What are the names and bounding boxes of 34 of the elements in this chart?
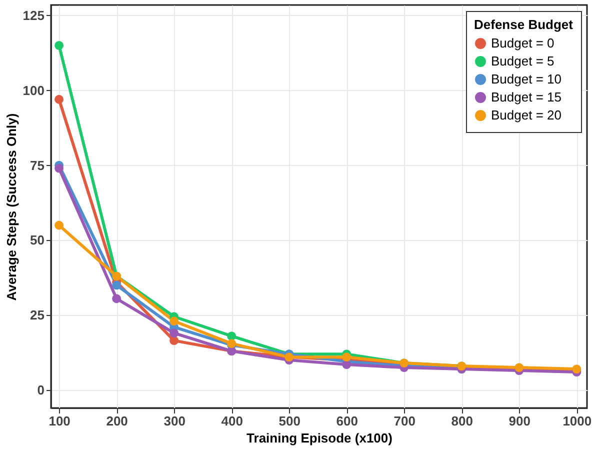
x-tick-label: 600: [336, 414, 358, 428]
y-tick-label: 125: [22, 8, 44, 23]
legend-title: Defense Budget: [474, 17, 574, 32]
legend-label: Budget = 5: [491, 54, 554, 68]
point: [112, 280, 122, 290]
x-tick-label: 300: [164, 414, 186, 428]
y-tick-label: 0: [37, 382, 44, 398]
legend-label: Budget = 0: [491, 36, 554, 50]
x-tick-label: 500: [278, 414, 300, 428]
point: [170, 328, 179, 338]
y-tick-label: 25: [30, 308, 44, 323]
x-tick-label: 400: [221, 414, 243, 428]
x-axis-title: Training Episode (x100): [246, 430, 392, 446]
x-tick-label: 800: [451, 414, 473, 428]
legend-label: Budget = 10: [491, 72, 562, 86]
legend-label: Budget = 20: [491, 108, 562, 122]
x-tick-label: 700: [394, 414, 416, 428]
point: [112, 294, 122, 304]
point: [227, 332, 236, 341]
point: [170, 316, 179, 326]
point: [54, 220, 64, 230]
x-tick-label: 100: [48, 414, 70, 428]
point: [54, 164, 64, 173]
legend-label: Budget = 15: [491, 90, 562, 104]
x-tick-label: 200: [106, 414, 128, 428]
y-axis-title: Average Steps (Success Only): [4, 113, 19, 301]
point: [54, 94, 64, 104]
point: [54, 40, 64, 50]
y-tick-label: 50: [30, 232, 44, 248]
x-tick-label: 1000: [562, 414, 592, 428]
y-tick-label: 100: [22, 82, 44, 98]
x-tick-label: 900: [508, 414, 530, 428]
y-tick-label: 75: [30, 158, 44, 173]
point: [170, 336, 179, 346]
